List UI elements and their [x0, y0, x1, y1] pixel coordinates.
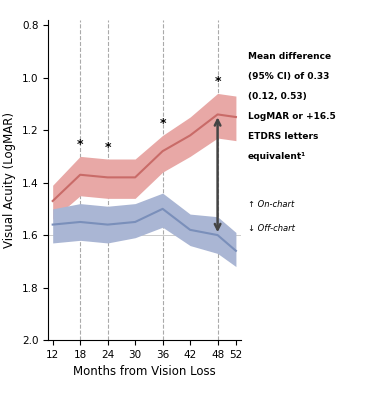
Y-axis label: Visual Acuity (LogMAR): Visual Acuity (LogMAR) [3, 112, 16, 248]
Text: Mean difference: Mean difference [248, 52, 331, 61]
Text: *: * [214, 75, 221, 88]
Text: ↓ Off-chart: ↓ Off-chart [248, 224, 295, 233]
Text: *: * [104, 141, 111, 154]
Text: (95% CI) of 0.33: (95% CI) of 0.33 [248, 72, 329, 81]
Text: ↑ On-chart: ↑ On-chart [248, 200, 294, 209]
Text: ETDRS letters: ETDRS letters [248, 132, 318, 141]
Text: LogMAR or +16.5: LogMAR or +16.5 [248, 112, 336, 121]
Text: *: * [77, 138, 83, 151]
Text: equivalent¹: equivalent¹ [248, 152, 306, 161]
Text: (0.12, 0.53): (0.12, 0.53) [248, 92, 307, 101]
Text: *: * [159, 117, 166, 130]
X-axis label: Months from Vision Loss: Months from Vision Loss [73, 365, 216, 378]
